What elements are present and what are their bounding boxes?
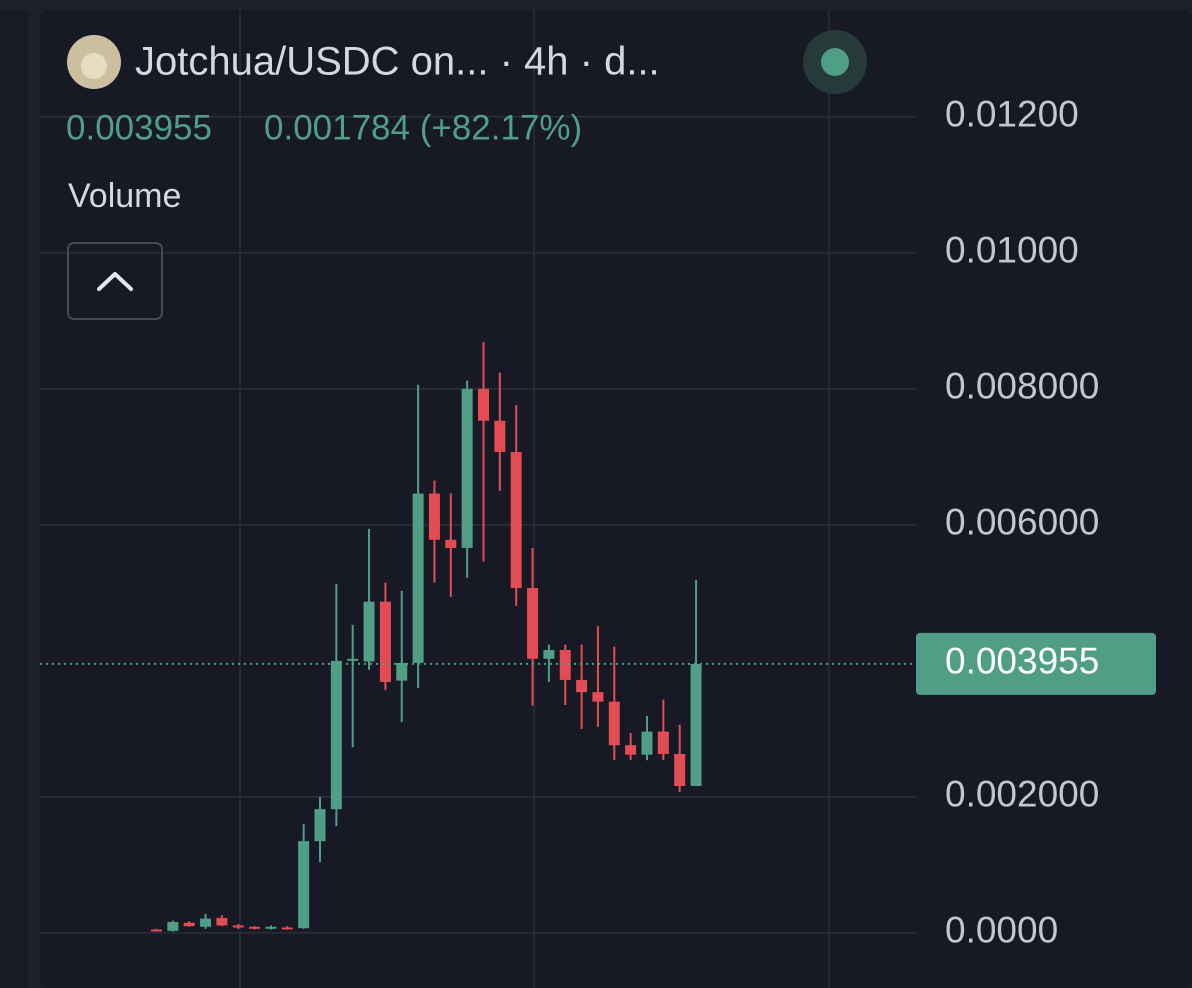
candle-body xyxy=(494,420,506,453)
y-tick-label: 0.006000 xyxy=(945,502,1099,543)
candle-body xyxy=(379,601,391,682)
indicator-label: Volume xyxy=(68,177,181,215)
candle-body xyxy=(167,922,179,931)
candle-body xyxy=(281,927,293,930)
candle-body xyxy=(396,662,408,681)
current-price-badge xyxy=(916,632,1156,695)
y-tick-label: 0.008000 xyxy=(945,366,1099,407)
candle-body xyxy=(461,388,473,548)
candle-body xyxy=(608,701,620,746)
candle-body xyxy=(657,731,669,755)
grid: 0.0000 0.002000 0.006000 0.008000 0.01000 0.0… xyxy=(40,94,1099,951)
status-dot xyxy=(821,48,849,76)
candle-body xyxy=(625,745,637,755)
candle-body xyxy=(265,926,277,929)
candle-body xyxy=(298,841,310,929)
price-change: 0.001784 (+82.17%) xyxy=(264,108,582,147)
candle-body xyxy=(478,388,489,421)
candle-body xyxy=(363,601,375,662)
last-price: 0.003955 xyxy=(66,108,212,147)
collapse-button[interactable] xyxy=(67,242,163,320)
candle-body xyxy=(216,917,228,926)
candle-body xyxy=(641,731,653,755)
y-tick-label: 0.01000 xyxy=(945,230,1079,271)
y-tick-label: 0.002000 xyxy=(945,774,1099,815)
candle-body xyxy=(314,809,326,842)
candle-body xyxy=(249,926,261,929)
candle-body xyxy=(527,588,539,659)
candles xyxy=(151,341,702,932)
candle-body xyxy=(543,649,555,659)
y-tick-label: 0.01200 xyxy=(945,94,1079,135)
y-tick-label: 0.0000 xyxy=(945,910,1058,951)
candle-body xyxy=(576,679,588,693)
candle-body xyxy=(510,452,522,589)
chart-title: Jotchua/USDC on... · 4h · d... xyxy=(135,40,660,84)
side-panel xyxy=(0,10,28,988)
candle-body xyxy=(428,493,440,540)
candle-body xyxy=(412,493,424,663)
chevron-icon xyxy=(97,272,133,291)
candle-body xyxy=(690,663,702,787)
price-line-group: 0.003955 xyxy=(40,632,1156,695)
candle-body xyxy=(592,692,604,702)
candle-body xyxy=(200,918,212,927)
current-price-label: 0.003955 xyxy=(945,641,1099,682)
candle-body xyxy=(445,539,457,548)
candle-body xyxy=(347,658,359,661)
candle-body xyxy=(559,649,571,680)
candle-body xyxy=(232,925,244,928)
token-icon-face xyxy=(81,53,107,79)
candle-body xyxy=(330,660,342,810)
candle-body xyxy=(674,754,686,787)
candle-body xyxy=(151,929,162,932)
candle-body xyxy=(183,922,195,927)
chart-panel xyxy=(40,10,1192,988)
